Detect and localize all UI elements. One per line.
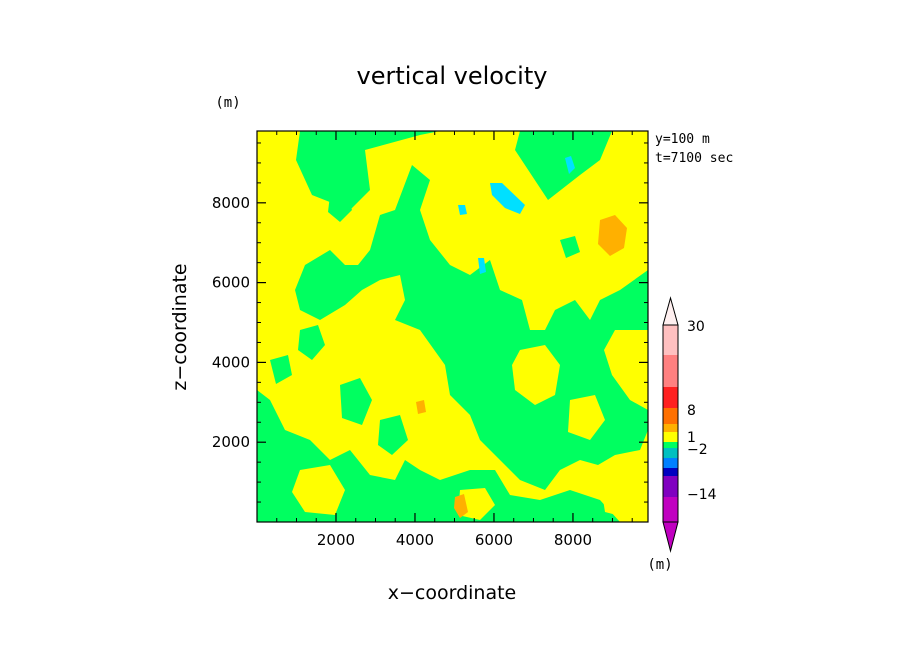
- orange-region: [598, 215, 627, 256]
- colorbar-label: 8: [687, 403, 696, 419]
- colorbar: 30 8 1−2 −14: [662, 296, 717, 553]
- positive-weak-regions: [257, 131, 648, 522]
- colorbar-under-arrow: [662, 521, 679, 553]
- green-island: [340, 378, 372, 425]
- negative-weak-regions: [270, 190, 580, 455]
- y-axis-ticks: 2000 4000 6000 8000: [212, 194, 648, 451]
- x-axis-ticks: 2000 4000 6000 8000: [317, 131, 592, 549]
- velocity-field: [257, 131, 648, 522]
- yellow-region: [512, 345, 560, 405]
- colorbar-label: −2: [687, 442, 708, 458]
- orange-region: [454, 494, 468, 518]
- x-tick-label: 8000: [554, 531, 592, 549]
- info-time: t=7100 sec: [655, 151, 733, 166]
- colorbar-level: [663, 424, 678, 432]
- colorbar-level: [663, 387, 678, 408]
- green-island: [298, 325, 325, 360]
- green-island: [270, 355, 292, 384]
- cyan-region: [458, 205, 467, 215]
- green-island: [378, 415, 408, 455]
- plot-frame: [256, 130, 649, 523]
- yellow-region: [600, 478, 640, 518]
- colorbar-level: [663, 408, 678, 424]
- colorbar-level: [663, 432, 678, 442]
- yellow-region: [257, 230, 300, 270]
- colorbar-level: [663, 355, 678, 387]
- y-axis-label: z−coordinate: [169, 263, 191, 390]
- colorbar-unit-label: (m): [647, 557, 672, 573]
- colorbar-level: [663, 468, 678, 476]
- colorbar-level: [663, 442, 678, 448]
- yellow-region: [257, 131, 648, 522]
- chart-title: vertical velocity: [357, 62, 548, 90]
- negative-moderate-regions: [458, 156, 575, 274]
- colorbar-label: 30: [687, 319, 705, 335]
- minor-ticks: [257, 131, 648, 522]
- colorbar-level: [663, 497, 678, 522]
- positive-moderate-regions: [416, 215, 627, 518]
- orange-region: [416, 400, 426, 414]
- y-tick-label: 4000: [212, 353, 250, 371]
- green-island: [328, 190, 352, 222]
- x-axis-label: x−coordinate: [388, 582, 517, 604]
- colorbar-level: [663, 476, 678, 497]
- y-tick-label: 6000: [212, 274, 250, 292]
- colorbar-over-arrow: [662, 296, 679, 326]
- y-tick-label: 2000: [212, 433, 250, 451]
- x-tick-label: 2000: [317, 531, 355, 549]
- green-island: [560, 236, 580, 258]
- colorbar-level: [663, 458, 678, 468]
- cyan-region: [490, 183, 525, 214]
- yellow-region: [568, 395, 605, 440]
- colorbar-label: 1: [687, 430, 696, 446]
- colorbar-level: [663, 325, 678, 355]
- yellow-region: [292, 465, 345, 515]
- cyan-region: [565, 156, 575, 174]
- info-y-position: y=100 m: [655, 132, 710, 147]
- cyan-region: [478, 258, 486, 274]
- x-tick-label: 6000: [475, 531, 513, 549]
- colorbar-level: [663, 448, 678, 458]
- y-unit-label: (m): [215, 95, 240, 111]
- colorbar-label: −14: [687, 487, 717, 503]
- colorbar-frame: [662, 324, 679, 523]
- y-tick-label: 8000: [212, 194, 250, 212]
- x-tick-label: 4000: [396, 531, 434, 549]
